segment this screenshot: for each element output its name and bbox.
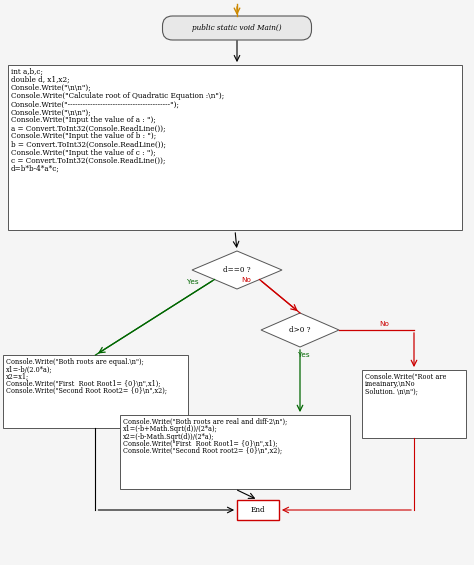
Text: No: No — [379, 321, 389, 327]
Text: int a,b,c;: int a,b,c; — [11, 68, 43, 76]
Text: Console.Write("First  Root Root1= {0}\n",x1);: Console.Write("First Root Root1= {0}\n",… — [6, 380, 161, 388]
Text: Console.Write("Both roots are real and diff-2\n");: Console.Write("Both roots are real and d… — [123, 418, 287, 426]
Text: x1=(-b+Math.Sqrt(d))/(2*a);: x1=(-b+Math.Sqrt(d))/(2*a); — [123, 425, 218, 433]
FancyBboxPatch shape — [163, 16, 311, 40]
Text: imeainary,\nNo: imeainary,\nNo — [365, 380, 416, 388]
Text: double d, x1,x2;: double d, x1,x2; — [11, 76, 70, 84]
Text: d==0 ?: d==0 ? — [223, 266, 251, 274]
Text: Yes: Yes — [187, 279, 199, 285]
Bar — [3, 355, 188, 428]
Text: Console.Write("\n\n");: Console.Write("\n\n"); — [11, 108, 92, 116]
Text: Solution. \n\n");: Solution. \n\n"); — [365, 388, 418, 396]
Text: d>0 ?: d>0 ? — [289, 326, 311, 334]
Polygon shape — [192, 251, 282, 289]
Text: Console.Write("\n\n");: Console.Write("\n\n"); — [11, 84, 92, 92]
Text: Yes: Yes — [298, 352, 310, 358]
Text: Console.Write("Both roots are equal.\n");: Console.Write("Both roots are equal.\n")… — [6, 358, 144, 366]
Bar — [362, 370, 466, 438]
Text: a = Convert.ToInt32(Console.ReadLine());: a = Convert.ToInt32(Console.ReadLine()); — [11, 124, 165, 132]
Text: Console.Write("Second Root Root2= {0}\n",x2);: Console.Write("Second Root Root2= {0}\n"… — [6, 387, 167, 395]
Text: b = Convert.ToInt32(Console.ReadLine());: b = Convert.ToInt32(Console.ReadLine()); — [11, 141, 166, 149]
Text: x2=x1;: x2=x1; — [6, 372, 29, 381]
Text: Console.Write("Input the value of c : ");: Console.Write("Input the value of c : ")… — [11, 149, 156, 157]
Text: d=b*b-4*a*c;: d=b*b-4*a*c; — [11, 165, 60, 173]
Bar — [8, 65, 462, 230]
Text: Console.Write("Calculate root of Quadratic Equation :\n");: Console.Write("Calculate root of Quadrat… — [11, 92, 224, 100]
Text: End: End — [251, 506, 265, 514]
Text: Console.Write("Second Root root2= {0}\n",x2);: Console.Write("Second Root root2= {0}\n"… — [123, 447, 282, 455]
Text: x2=(-b-Math.Sqrt(d))/(2*a);: x2=(-b-Math.Sqrt(d))/(2*a); — [123, 433, 215, 441]
Text: Console.Write("Input the value of a : ");: Console.Write("Input the value of a : ")… — [11, 116, 156, 124]
Text: Console.Write("First  Root Root1= {0}\n",x1);: Console.Write("First Root Root1= {0}\n",… — [123, 440, 278, 448]
Text: Console.Write("Input the value of b : ");: Console.Write("Input the value of b : ")… — [11, 132, 156, 141]
Bar — [237, 500, 279, 520]
Bar — [120, 415, 350, 489]
Text: x1=-b/(2.0*a);: x1=-b/(2.0*a); — [6, 366, 53, 373]
Polygon shape — [261, 313, 339, 347]
Text: No: No — [241, 277, 251, 283]
Text: Console.Write("-----------------------------------------");: Console.Write("-------------------------… — [11, 100, 180, 108]
Text: c = Convert.ToInt32(Console.ReadLine());: c = Convert.ToInt32(Console.ReadLine()); — [11, 157, 165, 164]
Text: Console.Write("Root are: Console.Write("Root are — [365, 373, 447, 381]
Text: public static void Main(): public static void Main() — [192, 24, 282, 32]
